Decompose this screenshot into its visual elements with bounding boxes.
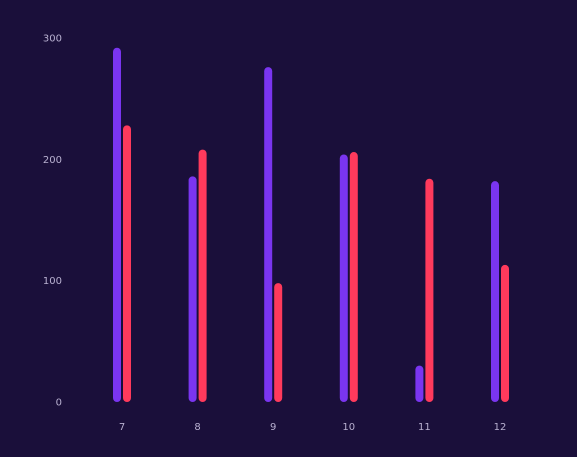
y-axis: 0 100 200 300 bbox=[43, 34, 62, 409]
bar-series-2-cat-10 bbox=[349, 152, 358, 402]
bar-series-2-cat-12 bbox=[501, 264, 509, 402]
bar-series-2-cat-9 bbox=[274, 283, 283, 402]
bars bbox=[113, 47, 509, 403]
x-tick-label: 11 bbox=[418, 422, 431, 433]
bar-series-2-cat-11 bbox=[425, 178, 434, 402]
bar-series-1-cat-8 bbox=[188, 176, 197, 402]
bar-series-2-cat-8 bbox=[198, 149, 207, 402]
y-tick-label: 0 bbox=[56, 398, 62, 409]
x-tick-label: 12 bbox=[494, 422, 507, 433]
x-tick-label: 9 bbox=[270, 422, 276, 433]
bar-series-1-cat-12 bbox=[491, 181, 499, 402]
y-tick-label: 200 bbox=[43, 155, 62, 166]
bar-series-2-cat-7 bbox=[123, 125, 131, 403]
bar-series-1-cat-7 bbox=[113, 47, 121, 402]
bar-series-1-cat-11 bbox=[415, 365, 424, 402]
bar-series-1-cat-9 bbox=[264, 67, 273, 403]
x-tick-label: 10 bbox=[342, 422, 355, 433]
bar-series-1-cat-10 bbox=[339, 154, 348, 402]
x-tick-label: 8 bbox=[194, 422, 200, 433]
y-tick-label: 300 bbox=[43, 34, 62, 45]
x-axis: 7 8 9 10 11 12 bbox=[119, 422, 507, 433]
y-tick-label: 100 bbox=[43, 276, 62, 287]
x-tick-label: 7 bbox=[119, 422, 125, 433]
